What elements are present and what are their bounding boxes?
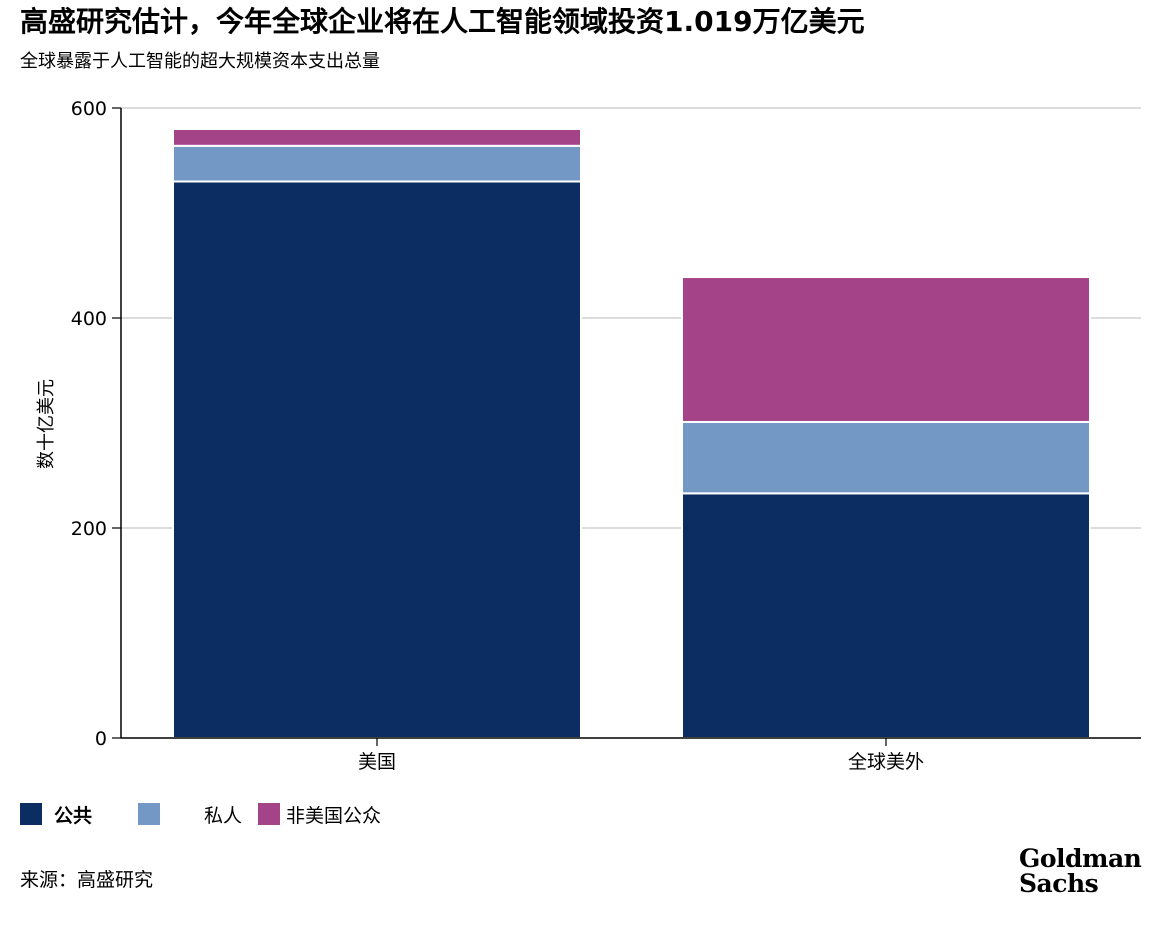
legend-label-non-us-public: 非美国公众 [286, 804, 382, 827]
chart-subtitle: 全球暴露于人工智能的超大规模资本支出总量 [20, 51, 380, 72]
bars [172, 128, 1091, 739]
bar-segment-1-2 [681, 276, 1091, 423]
x-tick-label-1: 全球美外 [848, 751, 924, 773]
y-axis-label: 数十亿美元 [36, 379, 57, 469]
legend-item-private: 私人 [138, 800, 242, 828]
legend: 公共 私人 非美国公众 [20, 800, 440, 828]
bar-segment-0-2 [172, 128, 582, 147]
stacked-bar-chart: 0 200 400 600 美国 全球美外 数十亿美元 [36, 98, 1141, 773]
logo-line-2: Sachs [1019, 869, 1099, 898]
logo-line-1: Goldman [1019, 844, 1142, 873]
source-note: 来源：高盛研究 [20, 869, 154, 891]
legend-swatch-private [138, 803, 160, 825]
bar-segment-1-0 [681, 492, 1091, 739]
y-tick-label-0: 0 [95, 728, 107, 750]
y-tick-label-600: 600 [71, 98, 107, 120]
legend-swatch-public [20, 803, 42, 825]
legend-item-non-us-public: 非美国公众 [258, 800, 381, 828]
bar-segment-0-1 [172, 144, 582, 183]
legend-item-public: 公共 [20, 800, 92, 828]
legend-swatch-non-us-public [258, 803, 280, 825]
axes: 0 200 400 600 美国 全球美外 [71, 98, 1141, 773]
y-tick-label-200: 200 [71, 518, 107, 540]
y-tick-label-400: 400 [71, 308, 107, 330]
bar-segment-0-0 [172, 180, 582, 739]
legend-label-public: 公共 [54, 804, 93, 827]
x-tick-label-0: 美国 [358, 751, 396, 773]
goldman-sachs-logo: Goldman Sachs [1019, 844, 1142, 898]
chart-title: 高盛研究估计，今年全球企业将在人工智能领域投资1.019万亿美元 [20, 5, 865, 38]
bar-segment-1-1 [681, 420, 1091, 495]
legend-label-private: 私人 [204, 804, 243, 827]
